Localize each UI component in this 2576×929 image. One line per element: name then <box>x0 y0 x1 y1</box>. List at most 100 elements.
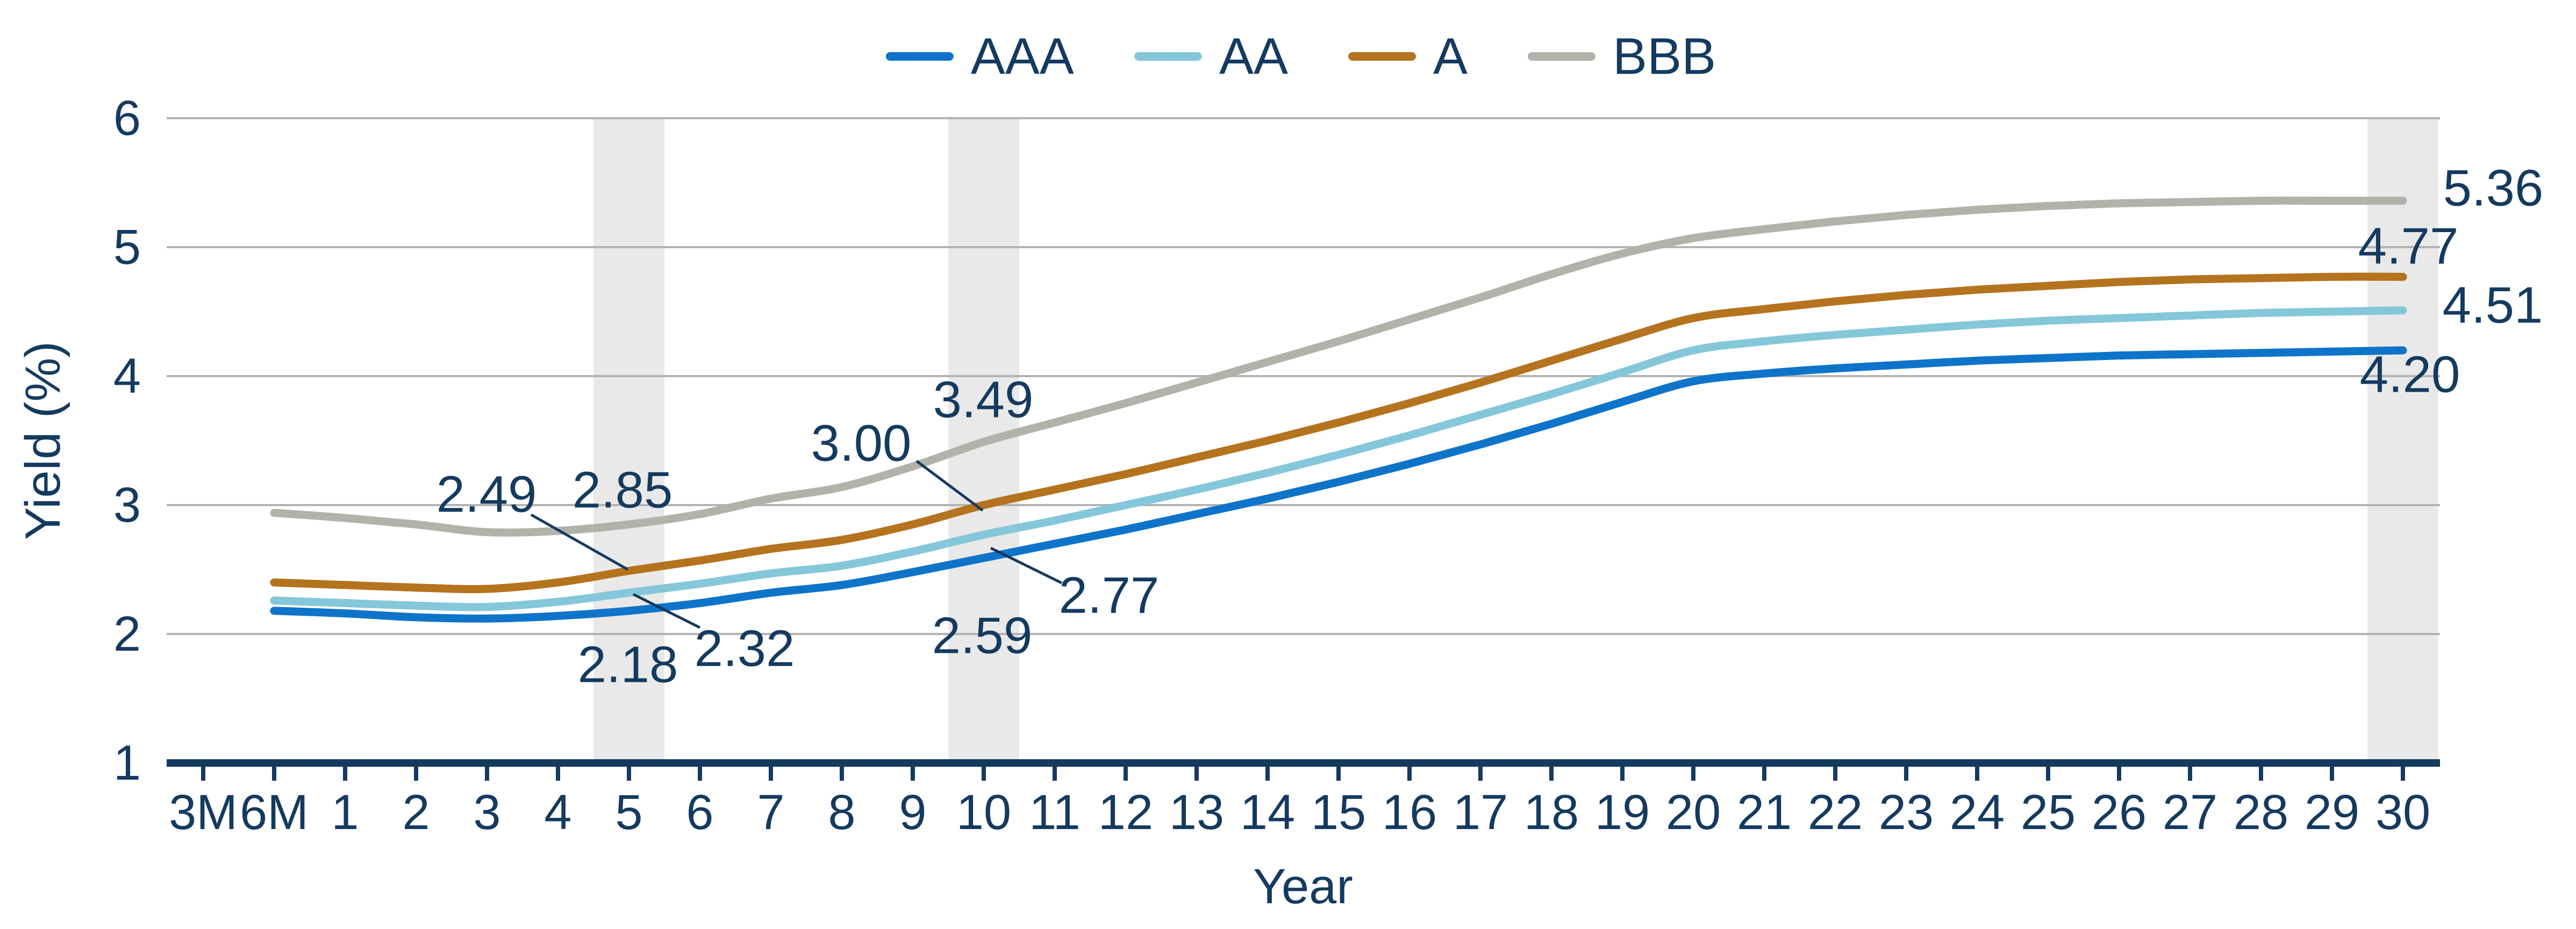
callout-label-AA-5: 2.32 <box>695 620 795 678</box>
x-tick-label-14: 14 <box>1240 785 1295 840</box>
y-axis-title: Yield (%) <box>16 341 70 540</box>
y-tick-label-1: 1 <box>113 736 141 790</box>
x-tick-label-27: 27 <box>2163 785 2217 840</box>
x-axis-tick-4 <box>556 767 560 781</box>
x-axis-tick-labels: 3M 6M 1 2 3 4 5 6 7 8 9 10 11 12 13 14 15 16 17 18 19 20 21 22 2… <box>169 785 2430 840</box>
end-label-BBB: 5.36 <box>2443 160 2544 217</box>
callout-label-AAA-10: 2.59 <box>932 607 1033 665</box>
x-axis-tick-11 <box>1053 767 1057 781</box>
series-end-labels: 5.364.774.51 4.20 <box>2358 160 2544 404</box>
x-axis-tick-8 <box>840 767 844 781</box>
callout-label-A-5: 2.49 <box>437 466 537 523</box>
callout-leader-A-5 <box>530 513 629 571</box>
callout-label-AAA-5: 2.18 <box>578 636 678 694</box>
x-axis-tick-20 <box>1691 767 1695 781</box>
x-tick-label-30: 30 <box>2375 785 2430 840</box>
y-tick-label-3: 3 <box>113 478 141 532</box>
x-tick-label-1: 1 <box>331 785 359 840</box>
series-line-BBB <box>270 196 2407 537</box>
x-tick-label-9: 9 <box>899 785 926 840</box>
x-axis-tick-28 <box>2259 767 2263 781</box>
x-tick-label-21: 21 <box>1737 785 1792 840</box>
highlight-band-30 <box>2367 118 2438 759</box>
x-tick-label-3: 3 <box>473 785 500 840</box>
x-tick-label-15: 15 <box>1311 785 1366 840</box>
x-axis-line <box>167 759 2440 767</box>
legend-label-BBB: BBB <box>1613 28 1716 85</box>
callout-label-BBB-5: 2.85 <box>573 462 673 519</box>
x-axis-tick-13 <box>1194 767 1199 781</box>
x-tick-label-23: 23 <box>1879 785 1934 840</box>
data-callouts: 2.18 2.32 2.49 2.85 2.59 2.77 3.00 3.49 <box>437 371 1160 694</box>
x-axis-tick-21 <box>1762 767 1766 781</box>
callout-label-BBB-10: 3.49 <box>933 371 1034 429</box>
x-tick-label-6: 6 <box>686 785 713 840</box>
x-axis <box>167 759 2440 781</box>
x-axis-tick-5 <box>627 767 631 781</box>
callout-label-AA-10: 2.77 <box>1059 567 1160 624</box>
x-tick-label-28: 28 <box>2234 785 2288 840</box>
x-axis-tick-26 <box>2117 767 2121 781</box>
gridlines <box>167 117 2440 635</box>
callout-leader-AA-5 <box>632 593 701 629</box>
x-axis-tick-7 <box>769 767 773 781</box>
x-axis-tick-9 <box>911 767 915 781</box>
legend-label-A: A <box>1433 28 1468 85</box>
series-line-AA <box>270 306 2407 611</box>
end-label-AA: 4.51 <box>2443 277 2543 334</box>
legend: AAA AA A BBB <box>885 28 1716 85</box>
legend-label-AA: AA <box>1219 28 1288 85</box>
x-tick-label-8: 8 <box>828 785 855 840</box>
legend-label-AAA: AAA <box>971 28 1074 85</box>
x-axis-tick-14 <box>1265 767 1270 781</box>
x-axis-tick-17 <box>1478 767 1483 781</box>
x-axis-tick-19 <box>1620 767 1625 781</box>
x-tick-label-12: 12 <box>1098 785 1153 840</box>
x-tick-label-11: 11 <box>1029 785 1081 840</box>
x-tick-label-4: 4 <box>544 785 571 840</box>
x-tick-label-24: 24 <box>1950 785 2005 840</box>
x-axis-tick-23 <box>1904 767 1908 781</box>
series-line-AAA <box>270 346 2407 623</box>
x-tick-label-29: 29 <box>2305 785 2359 840</box>
y-axis-tick-labels: 1 2 3 4 5 6 <box>113 91 141 790</box>
x-axis-tick-22 <box>1833 767 1837 781</box>
callout-leader-AA-10 <box>990 546 1063 585</box>
x-axis-tick-6 <box>698 767 702 781</box>
x-axis-tick-12 <box>1124 767 1128 781</box>
x-axis-tick-27 <box>2188 767 2192 781</box>
x-tick-label-7: 7 <box>757 785 784 840</box>
x-axis-tick-25 <box>2046 767 2050 781</box>
highlight-band-5 <box>593 118 664 759</box>
series-lines <box>270 196 2407 623</box>
x-tick-label-16: 16 <box>1382 785 1437 840</box>
x-tick-label-5: 5 <box>615 785 642 840</box>
x-axis-tick-10 <box>982 767 986 781</box>
y-tick-label-5: 5 <box>113 220 141 275</box>
y-tick-label-2: 2 <box>113 607 141 661</box>
end-label-A: 4.77 <box>2358 218 2459 275</box>
x-tick-label-3M: 3M <box>169 785 238 840</box>
x-axis-tick-24 <box>1975 767 1979 781</box>
callout-label-A-10: 3.00 <box>811 415 912 472</box>
x-tick-label-22: 22 <box>1808 785 1863 840</box>
callout-leader-A-10 <box>915 459 984 512</box>
series-line-A <box>270 272 2407 593</box>
x-tick-label-10: 10 <box>956 785 1011 840</box>
x-axis-tick-16 <box>1407 767 1412 781</box>
x-axis-tick-3M <box>201 767 205 781</box>
x-tick-label-18: 18 <box>1524 785 1579 840</box>
x-axis-tick-18 <box>1549 767 1554 781</box>
y-tick-label-6: 6 <box>113 91 141 146</box>
x-axis-tick-30 <box>2401 767 2405 781</box>
x-axis-title: Year <box>1253 859 1353 914</box>
x-axis-tick-15 <box>1336 767 1341 781</box>
x-axis-tick-2 <box>414 767 418 781</box>
x-tick-label-2: 2 <box>402 785 430 840</box>
x-tick-label-26: 26 <box>2092 785 2146 840</box>
end-label-AAA: 4.20 <box>2360 346 2460 404</box>
x-tick-label-19: 19 <box>1595 785 1650 840</box>
x-tick-label-20: 20 <box>1666 785 1721 840</box>
